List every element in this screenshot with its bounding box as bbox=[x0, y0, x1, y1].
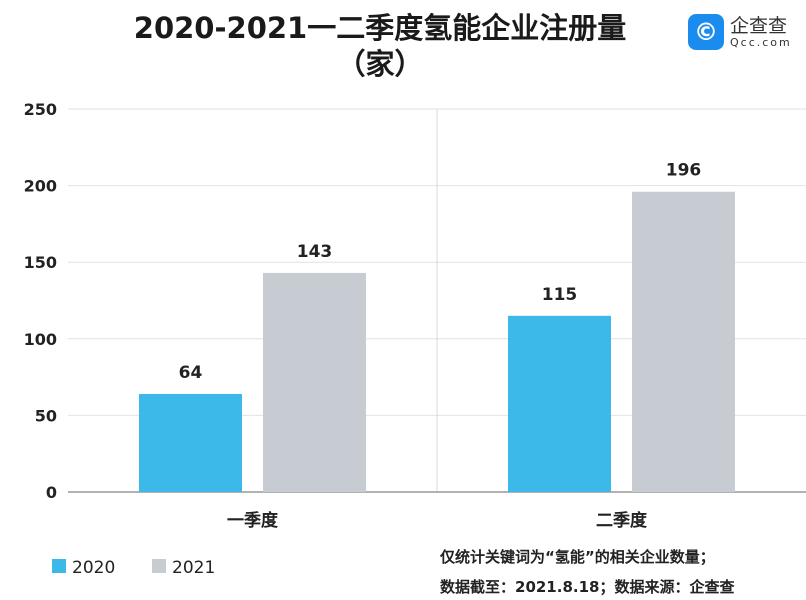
title-line-1: 2020-2021一二季度氢能企业注册量 bbox=[133, 11, 627, 45]
legend-label: 2021 bbox=[172, 558, 215, 578]
y-tick-label: 100 bbox=[24, 330, 57, 349]
data-label: 143 bbox=[297, 242, 333, 262]
y-tick-label: 200 bbox=[24, 177, 57, 196]
x-tick-label: 一季度 bbox=[227, 510, 279, 531]
y-tick-label: 0 bbox=[46, 483, 57, 502]
footnote-1: 仅统计关键词为“氢能”的相关企业数量； bbox=[440, 548, 715, 566]
data-label: 115 bbox=[542, 285, 578, 305]
data-label: 196 bbox=[666, 161, 702, 181]
bar-2020-1 bbox=[139, 393, 242, 492]
title-line-2: （家） bbox=[336, 47, 424, 81]
bar-2021-1 bbox=[263, 272, 366, 492]
logo-domain: Qcc.com bbox=[730, 35, 792, 49]
x-tick-label: 二季度 bbox=[596, 510, 648, 531]
logo-name: 企查查 bbox=[730, 14, 788, 37]
y-tick-label: 250 bbox=[24, 100, 57, 119]
bar-2021-2 bbox=[632, 191, 735, 492]
qcc-logo: © 企查查 Qcc.com bbox=[688, 14, 792, 50]
qcc-logo-icon: © bbox=[688, 14, 724, 50]
footnote-2: 数据截至：2021.8.18；数据来源：企查查 bbox=[440, 578, 735, 596]
chart-title: 2020-2021一二季度氢能企业注册量 （家） bbox=[60, 10, 700, 82]
legend-label: 2020 bbox=[72, 558, 115, 578]
bar-2020-2 bbox=[508, 315, 611, 492]
legend-swatch-2021 bbox=[152, 559, 166, 573]
data-label: 64 bbox=[179, 363, 203, 383]
legend-swatch-2020 bbox=[52, 559, 66, 573]
y-tick-label: 150 bbox=[24, 253, 57, 272]
y-tick-label: 50 bbox=[35, 406, 57, 425]
